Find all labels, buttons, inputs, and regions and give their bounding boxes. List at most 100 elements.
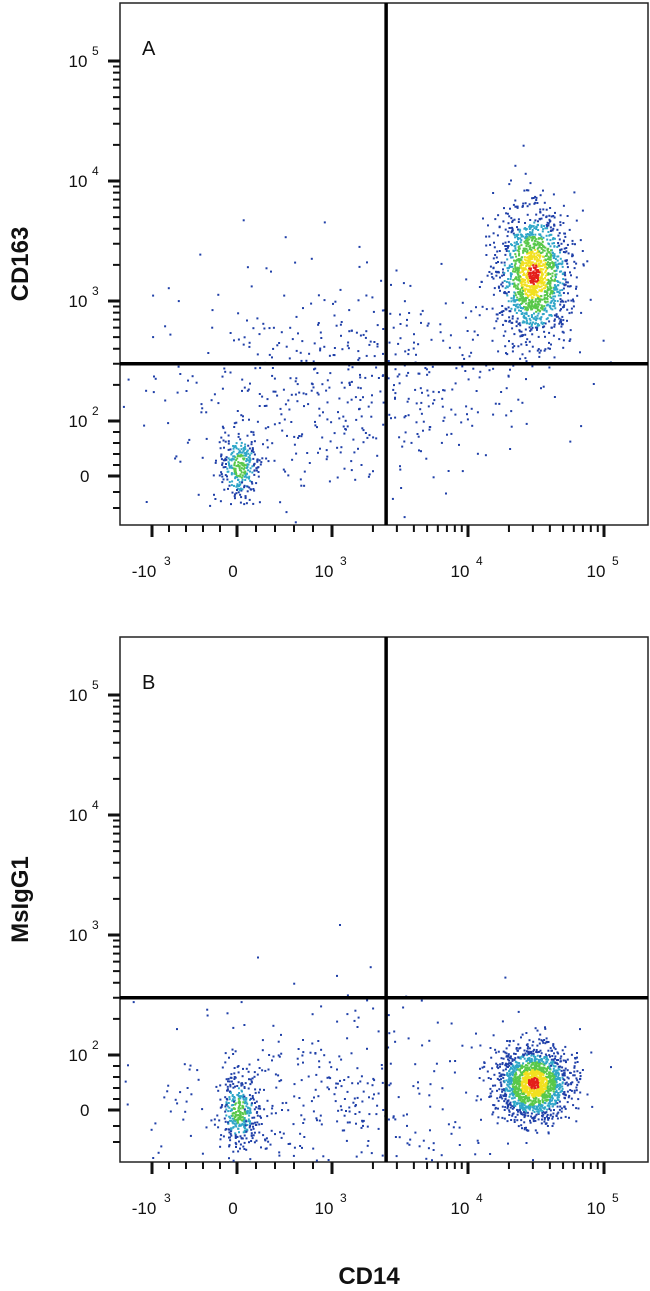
event-dot (528, 228, 531, 230)
event-dot (505, 1087, 508, 1090)
event-dot (298, 435, 301, 437)
event-dot (354, 1009, 357, 1012)
event-dot (548, 1108, 551, 1110)
event-dot (255, 1100, 258, 1103)
event-dot (274, 1112, 277, 1115)
event-dot (495, 262, 498, 264)
event-dot (559, 298, 562, 301)
event-dot (444, 302, 447, 305)
event-dot (251, 1095, 254, 1097)
event-dot (317, 451, 319, 454)
event-dot (554, 1071, 557, 1074)
event-dot (479, 1067, 481, 1070)
event-dot (391, 497, 394, 500)
event-dot (559, 1057, 562, 1060)
event-dot (326, 379, 329, 382)
event-dot (506, 1104, 509, 1107)
event-dot (539, 1091, 542, 1094)
event-dot (354, 1113, 357, 1115)
event-dot (533, 280, 536, 283)
event-dot (526, 1100, 529, 1102)
event-dot (526, 1094, 529, 1097)
event-dot (504, 1064, 507, 1067)
event-dot (399, 323, 402, 325)
event-dot (516, 1076, 519, 1079)
event-dot (389, 312, 392, 315)
event-dot (498, 1072, 501, 1075)
event-dot (524, 236, 527, 238)
event-dot (543, 249, 546, 252)
event-dot (542, 1091, 545, 1093)
event-dot (486, 1070, 489, 1073)
event-dot (507, 291, 510, 293)
event-dot (402, 1006, 405, 1009)
event-dot (541, 1073, 544, 1076)
event-dot (533, 278, 536, 280)
event-dot (533, 1068, 536, 1071)
event-dot (546, 238, 549, 241)
event-dot (521, 1113, 524, 1116)
event-dot (560, 263, 563, 266)
event-dot (472, 367, 475, 370)
event-dot (556, 1105, 559, 1108)
event-dot (243, 486, 246, 489)
event-dot (369, 340, 372, 343)
event-dot (218, 441, 221, 444)
event-dot (498, 226, 501, 229)
event-dot (548, 314, 551, 317)
event-dot (145, 389, 148, 392)
y-tick-label: 10 (69, 52, 88, 71)
event-dot (560, 1116, 563, 1119)
event-dot (169, 1110, 172, 1113)
event-dot (532, 1078, 535, 1081)
event-dot (249, 458, 252, 461)
event-dot (333, 1093, 336, 1096)
event-dot (389, 1062, 392, 1065)
event-dot (530, 262, 532, 265)
event-dot (514, 1060, 517, 1063)
event-dot (571, 1081, 574, 1084)
event-dot (544, 1099, 547, 1102)
y-tick-label: 10 (69, 1046, 88, 1065)
event-dot (522, 300, 524, 303)
event-dot (544, 258, 547, 261)
event-dot (512, 1094, 515, 1097)
event-dot (556, 259, 559, 262)
event-dot (249, 479, 252, 482)
event-dot (233, 1096, 236, 1099)
event-dot (536, 256, 538, 259)
event-dot (516, 235, 518, 238)
event-dot (549, 1103, 552, 1106)
event-dot (303, 1118, 306, 1121)
event-dot (279, 407, 282, 410)
event-dot (296, 400, 299, 403)
event-dot (564, 235, 567, 238)
event-dot (368, 343, 371, 346)
event-dot (573, 1074, 576, 1077)
event-dot (513, 241, 516, 244)
event-dot (433, 1070, 436, 1073)
event-dot (518, 261, 521, 263)
event-dot (241, 1095, 244, 1098)
event-dot (241, 481, 243, 484)
event-dot (278, 422, 281, 425)
event-dot (533, 1107, 536, 1110)
event-dot (224, 466, 227, 468)
event-dot (534, 1058, 537, 1061)
event-dot (517, 323, 520, 326)
event-dot (336, 476, 339, 479)
event-dot (540, 316, 543, 319)
event-dot (524, 341, 527, 344)
event-dot (362, 333, 365, 336)
event-dot (535, 294, 538, 297)
x-tick-exponent: 3 (164, 1191, 171, 1205)
event-dot (537, 335, 540, 338)
event-dot (516, 258, 519, 261)
event-dot (511, 1088, 514, 1090)
event-dot (513, 1104, 516, 1107)
event-dot (321, 436, 324, 439)
event-dot (508, 264, 511, 267)
y-tick-exponent: 5 (92, 678, 99, 692)
event-dot (577, 1107, 580, 1110)
event-dot (455, 367, 458, 370)
